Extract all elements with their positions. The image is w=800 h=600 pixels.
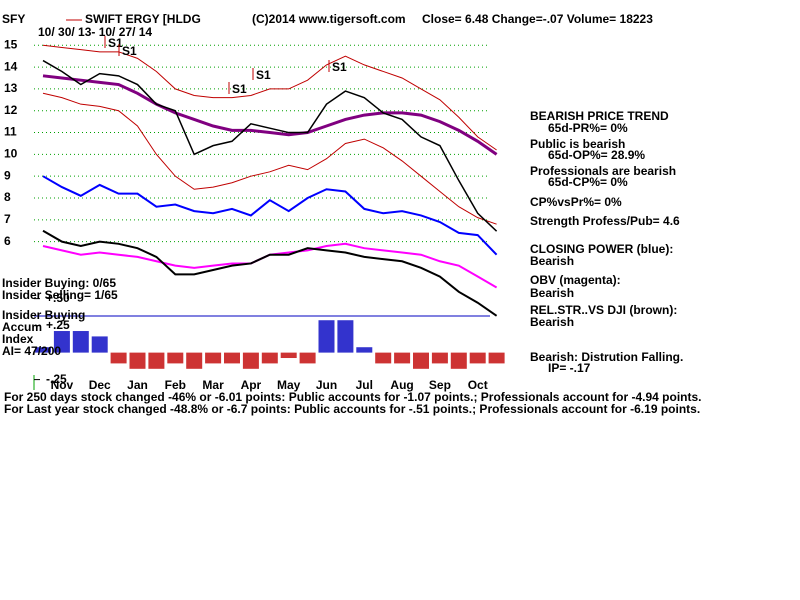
side-note: Accum: [2, 320, 42, 334]
side-note: AI= 47/200: [2, 344, 61, 358]
bar: [375, 352, 392, 364]
footer-text: For 250 days stock changed -46% or -6.01…: [4, 390, 702, 404]
y-tick-label: 11: [4, 125, 17, 139]
bar: [356, 347, 373, 353]
bar: [450, 352, 467, 369]
x-tick-label: Mar: [202, 378, 224, 392]
side-note: Insider Buying: [2, 308, 85, 322]
side-note: Insider Selling= 1/65: [2, 288, 118, 302]
quote: Close= 6.48 Change=-.07 Volume= 18223: [422, 12, 653, 26]
y-tick-label: 9: [4, 168, 11, 182]
sidebar-text: Strength Profess/Pub= 4.6: [530, 214, 680, 228]
bar: [167, 352, 184, 364]
sidebar-text: REL.STR..VS DJI (brown):: [530, 303, 677, 317]
series-line: [42, 44, 497, 151]
signal-label: S1: [256, 68, 271, 82]
bar: [205, 352, 222, 364]
signal-label: S1: [108, 36, 123, 50]
y-tick-label: 6: [4, 234, 11, 248]
bar: [337, 320, 354, 353]
series-line: [42, 175, 498, 256]
bar: [431, 352, 448, 364]
x-tick-label: Oct: [468, 378, 488, 392]
sidebar-text: BEARISH PRICE TREND: [530, 109, 669, 123]
signal-label: S1: [122, 44, 137, 58]
bar: [242, 352, 259, 369]
sidebar-text: 65d-OP%= 28.9%: [548, 148, 645, 162]
y-tick-label: 13: [4, 81, 18, 95]
x-tick-label: Nov: [51, 378, 74, 392]
sidebar-text: CLOSING POWER (blue):: [530, 242, 673, 256]
sidebar-text: IP= -.17: [548, 361, 591, 375]
bar: [110, 352, 127, 364]
y-tick-label: +.50: [46, 291, 70, 305]
sidebar-text: Public is bearish: [530, 137, 625, 151]
bar: [35, 347, 51, 353]
bar: [129, 352, 146, 369]
bar: [299, 352, 316, 364]
bar: [318, 320, 335, 353]
date-range: 10/ 30/ 13- 10/ 27/ 14: [38, 25, 152, 39]
series-line: [42, 229, 498, 317]
y-tick-label: 10: [4, 147, 18, 161]
x-tick-label: Jan: [127, 378, 148, 392]
sidebar-text: Professionals are bearish: [530, 164, 676, 178]
bar: [148, 352, 165, 369]
series-line: [42, 59, 498, 232]
y-tick-label: +.25: [46, 318, 70, 332]
company-name: SWIFT ERGY [HLDG: [85, 12, 201, 26]
y-tick-label: 12: [4, 103, 18, 117]
sidebar-text: Bearish: Distrution Falling.: [530, 350, 683, 364]
x-tick-label: Aug: [390, 378, 413, 392]
x-tick-label: Jul: [356, 378, 373, 392]
x-tick-label: May: [277, 378, 301, 392]
series-line: [42, 92, 497, 225]
bar: [186, 352, 203, 369]
sidebar-text: OBV (magenta):: [530, 273, 621, 287]
symbol: SFY: [2, 12, 25, 26]
bar: [488, 352, 505, 364]
y-tick-label: 8: [4, 190, 11, 204]
bar: [72, 331, 89, 353]
sidebar-text: 65d-CP%= 0%: [548, 175, 628, 189]
y-tick-label: 14: [4, 59, 18, 73]
x-tick-label: Feb: [165, 378, 186, 392]
sidebar-text: Bearish: [530, 254, 574, 268]
bar: [224, 352, 240, 364]
bar: [413, 352, 429, 369]
sidebar-text: CP%vsPr%= 0%: [530, 195, 622, 209]
bar: [469, 352, 486, 364]
y-tick-label: 15: [4, 37, 18, 51]
bar: [280, 352, 297, 359]
bar: [53, 331, 70, 353]
copyright: (C)2014 www.tigersoft.com: [252, 12, 406, 26]
sidebar-text: Bearish: [530, 286, 574, 300]
bar: [91, 336, 108, 353]
y-tick-label: 7: [4, 212, 11, 226]
signal-label: S1: [332, 60, 347, 74]
y-tick-label: -.25: [46, 372, 67, 386]
signal-label: S1: [232, 82, 247, 96]
x-tick-label: Jun: [316, 378, 337, 392]
sidebar-text: Bearish: [530, 315, 574, 329]
x-tick-label: Apr: [241, 378, 262, 392]
side-note: Insider Buying: 0/65: [2, 276, 116, 290]
sidebar-text: 65d-PR%= 0%: [548, 121, 628, 135]
bar: [261, 352, 278, 364]
footer-text: For Last year stock changed -48.8% or -6…: [4, 402, 700, 416]
x-tick-label: Dec: [89, 378, 111, 392]
series-line: [42, 74, 498, 156]
bar: [394, 352, 411, 364]
side-note: Index: [2, 332, 34, 346]
x-tick-label: Sep: [429, 378, 451, 392]
